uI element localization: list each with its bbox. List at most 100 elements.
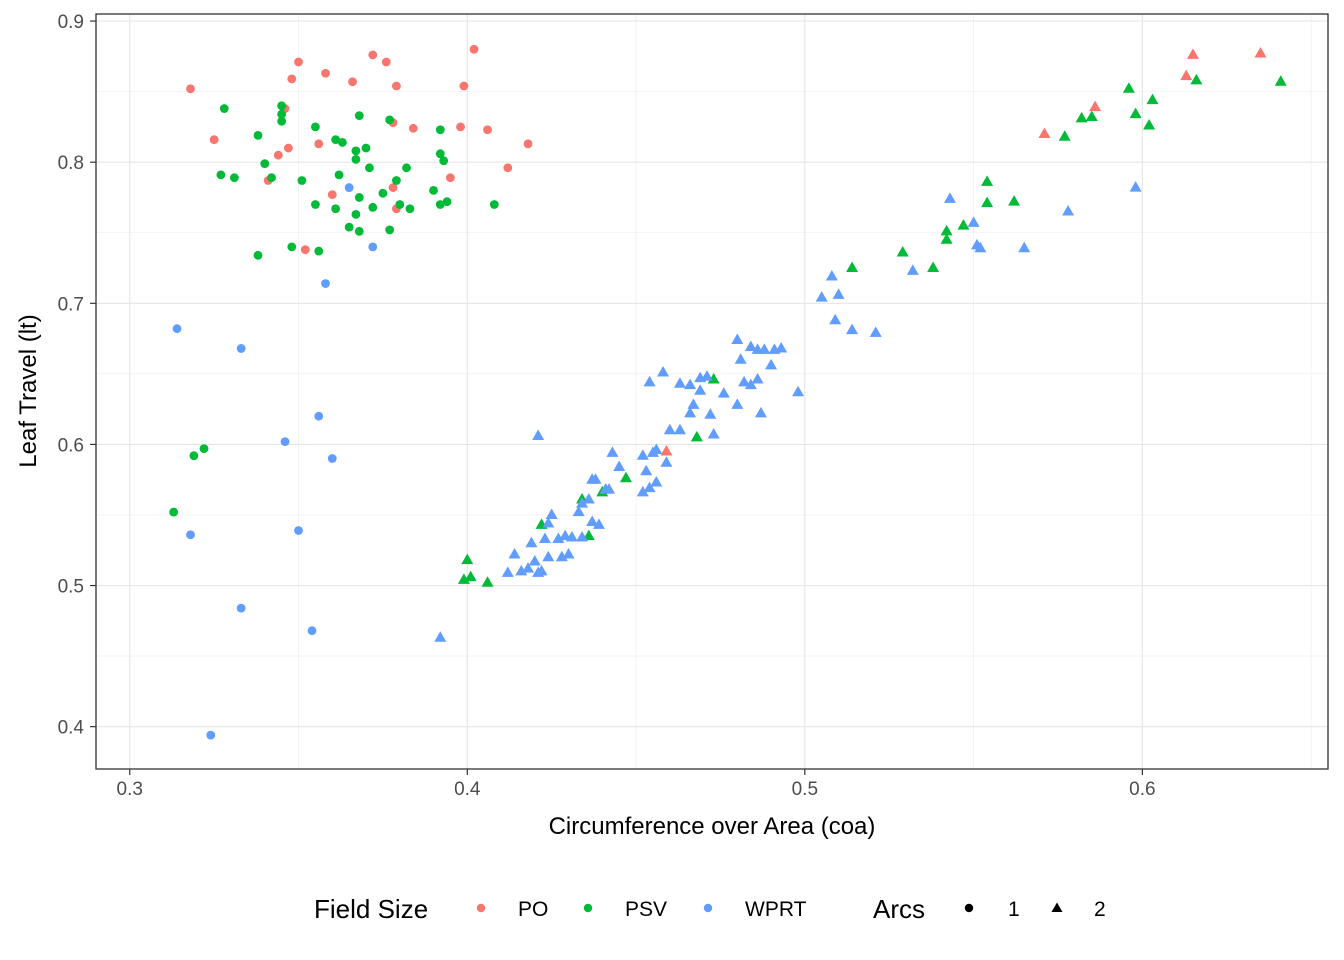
point-wprt-arcs-2 <box>744 340 757 352</box>
point-wprt-arcs-2 <box>542 550 555 562</box>
point-po-arcs-2 <box>1089 100 1102 112</box>
y-tick-label: 0.5 <box>58 577 84 598</box>
point-wprt-arcs-2 <box>687 398 700 409</box>
point-psv-arcs-1 <box>331 135 341 144</box>
point-wprt-arcs-1 <box>327 454 337 463</box>
x-tick-label: 0.5 <box>792 779 818 800</box>
point-wprt-arcs-1 <box>368 242 378 252</box>
point-wprt-arcs-2 <box>754 406 767 418</box>
point-wprt-arcs-2 <box>815 291 828 302</box>
point-psv-arcs-2 <box>1075 111 1088 123</box>
point-wprt-arcs-2 <box>586 515 599 527</box>
panel-border <box>95 13 1329 770</box>
legend-label-po: PO <box>518 898 548 921</box>
y-tick-label: 0.8 <box>58 153 84 174</box>
point-wprt-arcs-1 <box>307 626 317 636</box>
point-wprt-arcs-2 <box>684 378 697 390</box>
point-psv-arcs-1 <box>442 197 452 207</box>
point-po-arcs-1 <box>314 139 324 149</box>
point-psv-arcs-1 <box>361 143 371 153</box>
legend: Field Size PO PSV WPRT Arcs 1 2 <box>314 894 1106 924</box>
point-po-arcs-1 <box>283 143 293 153</box>
point-psv-arcs-1 <box>351 154 361 164</box>
y-tick-label: 0.7 <box>58 294 84 315</box>
point-wprt-arcs-1 <box>294 526 303 535</box>
point-wprt-arcs-2 <box>1129 181 1142 192</box>
point-po-arcs-2 <box>1180 69 1193 81</box>
x-tick-label: 0.4 <box>454 779 481 800</box>
point-psv-arcs-2 <box>1122 82 1135 93</box>
point-wprt-arcs-2 <box>636 485 649 497</box>
shape-legend-title: Arcs <box>873 894 925 924</box>
point-psv-arcs-1 <box>253 250 263 260</box>
point-psv-arcs-1 <box>344 222 354 232</box>
point-wprt-arcs-2 <box>555 550 568 562</box>
x-tick-label: 0.6 <box>1129 779 1155 800</box>
point-wprt-arcs-2 <box>582 492 595 504</box>
point-psv-arcs-2 <box>1274 75 1287 86</box>
point-wprt-arcs-2 <box>829 313 842 325</box>
axis-layer: 0.3 0.4 0.5 0.6 0.4 0.5 0.6 0.7 0.8 0.9 <box>58 12 1156 800</box>
point-psv-arcs-1 <box>395 200 405 209</box>
point-psv-arcs-2 <box>927 261 940 273</box>
point-wprt-arcs-2 <box>576 497 589 508</box>
point-wprt-arcs-2 <box>592 518 605 529</box>
point-wprt-arcs-2 <box>1018 241 1031 253</box>
point-psv-arcs-2 <box>461 553 474 565</box>
point-po-arcs-2 <box>660 444 673 456</box>
point-psv-arcs-2 <box>940 224 953 236</box>
point-psv-arcs-2 <box>1146 93 1159 105</box>
point-wprt-arcs-2 <box>552 532 565 543</box>
point-wprt-arcs-2 <box>545 508 558 519</box>
color-legend-title: Field Size <box>314 894 428 924</box>
point-psv-arcs-2 <box>690 430 703 442</box>
point-psv-arcs-1 <box>334 170 344 180</box>
point-wprt-arcs-2 <box>660 456 673 467</box>
point-psv-arcs-1 <box>260 159 270 168</box>
point-po-arcs-1 <box>469 44 479 54</box>
point-wprt-arcs-1 <box>321 279 330 288</box>
point-psv-arcs-1 <box>439 156 449 166</box>
point-wprt-arcs-2 <box>731 333 744 344</box>
point-psv-arcs-1 <box>392 176 401 185</box>
legend-key-psv <box>583 903 593 913</box>
point-psv-arcs-1 <box>338 138 347 147</box>
point-wprt-arcs-2 <box>434 631 447 642</box>
point-wprt-arcs-2 <box>734 353 747 364</box>
point-po-arcs-1 <box>459 81 469 91</box>
point-wprt-arcs-2 <box>765 358 778 370</box>
point-psv-arcs-1 <box>297 176 307 185</box>
point-po-arcs-1 <box>186 84 195 94</box>
point-po-arcs-1 <box>321 68 330 78</box>
point-wprt-arcs-2 <box>967 216 980 227</box>
point-wprt-arcs-2 <box>532 429 545 440</box>
y-axis-title: Leaf Travel (lt) <box>15 314 42 467</box>
point-wprt-arcs-1 <box>280 437 290 446</box>
point-wprt-arcs-2 <box>775 341 788 353</box>
point-psv-arcs-1 <box>277 109 287 119</box>
point-psv-arcs-2 <box>481 576 494 587</box>
point-po-arcs-1 <box>381 57 391 67</box>
point-po-arcs-1 <box>483 125 492 135</box>
point-wprt-arcs-2 <box>572 505 585 517</box>
point-wprt-arcs-2 <box>589 473 602 484</box>
point-psv-arcs-1 <box>489 200 499 209</box>
point-psv-arcs-2 <box>619 471 632 483</box>
point-psv-arcs-2 <box>464 570 477 582</box>
point-psv-arcs-1 <box>310 122 320 132</box>
point-wprt-arcs-2 <box>943 192 956 203</box>
point-wprt-arcs-1 <box>344 183 354 192</box>
point-psv-arcs-2 <box>1129 107 1142 119</box>
point-psv-arcs-2 <box>582 529 595 541</box>
point-psv-arcs-1 <box>219 104 229 113</box>
x-tick-label: 0.3 <box>117 779 143 800</box>
point-wprt-arcs-2 <box>744 378 757 390</box>
point-po-arcs-1 <box>327 190 337 200</box>
point-wprt-arcs-2 <box>643 481 656 493</box>
point-psv-arcs-1 <box>287 242 297 252</box>
point-psv-arcs-1 <box>402 163 411 173</box>
point-wprt-arcs-2 <box>704 408 717 419</box>
point-wprt-arcs-2 <box>906 264 919 275</box>
point-psv-arcs-2 <box>981 196 994 208</box>
